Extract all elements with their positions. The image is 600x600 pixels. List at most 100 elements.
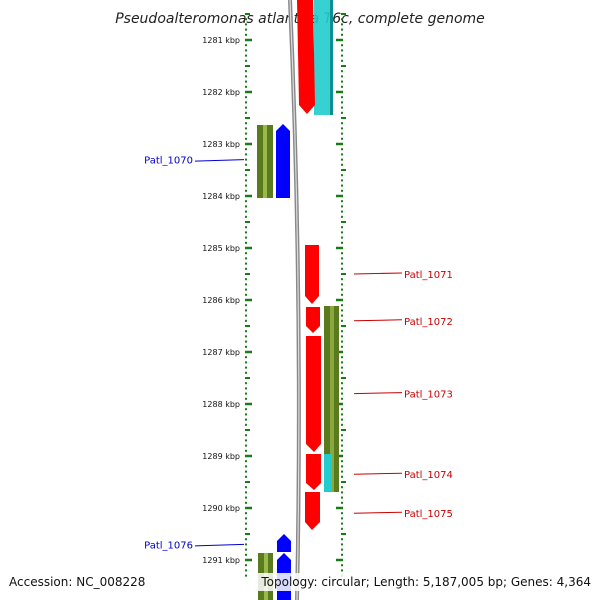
ruler-left-tick: [245, 44, 247, 47]
feature-forward-cds-1076-a[interactable]: [277, 534, 291, 552]
ruler-left-tick: [245, 117, 250, 119]
ruler-left-tick: [245, 340, 247, 343]
gene-labels: Patl_1070 Patl_1071 Patl_1072 Patl_1073 Patl…: [144, 156, 453, 552]
feature-reverse-cds-1073[interactable]: [306, 336, 321, 452]
ruler-left-tick: [245, 387, 247, 390]
ruler-right-tick: [341, 127, 343, 130]
ruler-left-tick: [245, 221, 250, 223]
ruler-right-tick: [341, 111, 343, 114]
feature-tracks: [257, 0, 339, 600]
feature-forward-cds-1070[interactable]: [276, 124, 290, 198]
ruler-right-tick: [341, 330, 343, 333]
ruler-left-tick: [245, 179, 247, 182]
ruler-left-tick: [245, 418, 247, 421]
ruler-right-tick: [341, 501, 343, 504]
ruler-left-tick: [245, 18, 247, 21]
ruler-right-tick: [341, 184, 343, 187]
feature-reverse-cds-1075[interactable]: [305, 492, 320, 530]
gene-label-patl-1071[interactable]: Patl_1071: [404, 270, 453, 281]
gene-label-leader: [353, 272, 403, 275]
feature-other-top-edge: [330, 0, 333, 115]
ruler-right-tick: [341, 444, 343, 447]
ruler-left-tick: [245, 569, 247, 572]
ruler-right-tick: [341, 387, 343, 390]
ruler-left-tick: [245, 252, 247, 255]
feature-reverse-cds-1071[interactable]: [305, 245, 319, 304]
ruler-right-tick: [341, 174, 343, 177]
ruler-right-tick: [341, 314, 343, 317]
ruler-left-tick: [245, 111, 247, 114]
ruler-right-tick: [341, 28, 343, 31]
ruler-left-tick: [245, 257, 247, 260]
ruler-right-tick: [341, 101, 343, 104]
gene-label-patl-1075[interactable]: Patl_1075: [404, 509, 453, 520]
ruler-left-tick: [245, 361, 247, 364]
gene-label-patl-1076[interactable]: Patl_1076: [144, 540, 193, 551]
ruler-left-tick: [245, 460, 247, 463]
ruler-right-tick: [341, 569, 343, 572]
ruler-left-tick: [245, 101, 247, 104]
ruler-left-tick: [245, 90, 252, 94]
ruler-right-tick: [336, 558, 343, 562]
ruler-tick-label: 1290 kbp: [202, 504, 240, 513]
ruler-tick-label: 1287 kbp: [202, 348, 240, 357]
ruler-right-tick: [341, 486, 343, 489]
ruler-left-tick: [245, 158, 247, 161]
ruler-left-tick: [245, 137, 247, 140]
ruler-left-tick: [245, 564, 247, 567]
ruler-right-tick: [341, 356, 343, 359]
ruler-left-tick: [245, 122, 247, 125]
feature-reverse-cds-1074[interactable]: [306, 454, 321, 490]
feature-reverse-cds-1072[interactable]: [306, 307, 320, 333]
ruler-right-tick: [341, 304, 343, 307]
ruler-left-tick: [245, 194, 252, 198]
ruler-left-tick: [245, 304, 247, 307]
ruler-right-tick: [341, 449, 343, 452]
ruler-left-tick: [245, 309, 247, 312]
ruler-right-tick: [341, 413, 343, 416]
ruler-right-tick: [341, 345, 343, 348]
ruler-left-tick: [245, 283, 247, 286]
feature-reverse-cds-top[interactable]: [297, 0, 315, 114]
ruler-right-tick: [341, 465, 343, 468]
ruler-right-tick: [341, 158, 343, 161]
ruler-tick-label: 1281 kbp: [202, 36, 240, 45]
ruler-right-tick: [341, 434, 343, 437]
ruler-right-tick: [341, 319, 343, 322]
feature-other-1074[interactable]: [324, 454, 332, 492]
ruler-left-tick: [245, 65, 250, 67]
feature-other-top[interactable]: [314, 0, 333, 115]
ruler-right-tick: [341, 85, 343, 88]
ruler-right-tick: [341, 210, 343, 213]
ruler-left-tick: [245, 169, 250, 171]
ruler-left-tick: [245, 200, 247, 203]
ruler-left-tick: [245, 267, 247, 270]
ruler-right-tick: [341, 33, 343, 36]
gene-label-patl-1073[interactable]: Patl_1073: [404, 390, 453, 401]
ruler-right-tick: [336, 194, 343, 198]
ruler-right-tick: [336, 298, 343, 302]
ruler-tick-label: 1285 kbp: [202, 244, 240, 253]
gene-label-patl-1072[interactable]: Patl_1072: [404, 317, 453, 328]
ruler-right-tick: [336, 38, 343, 42]
accession-background: [6, 573, 149, 591]
gene-label-patl-1074[interactable]: Patl_1074: [404, 470, 453, 481]
ruler-right-tick: [341, 236, 343, 239]
ruler-left-tick: [245, 496, 247, 499]
ruler-left-tick: [245, 293, 247, 296]
ruler-right-tick: [341, 533, 346, 535]
ruler-right-tick: [341, 496, 343, 499]
ruler-left-tick: [245, 512, 247, 515]
ruler-tick-label: 1288 kbp: [202, 400, 240, 409]
ruler-left-tick: [245, 501, 247, 504]
ruler-left-tick: [245, 153, 247, 156]
ruler-right-tick: [341, 65, 346, 67]
ruler-left-tick: [245, 241, 247, 244]
ruler-left-tick: [245, 70, 247, 73]
ruler-right-tick: [341, 361, 343, 364]
ruler-right-tick: [341, 278, 343, 281]
ruler-left-tick: [245, 75, 247, 78]
gene-label-patl-1070[interactable]: Patl_1070: [144, 156, 193, 167]
ruler-left-tick: [245, 356, 247, 359]
ruler-left-tick: [245, 543, 247, 546]
